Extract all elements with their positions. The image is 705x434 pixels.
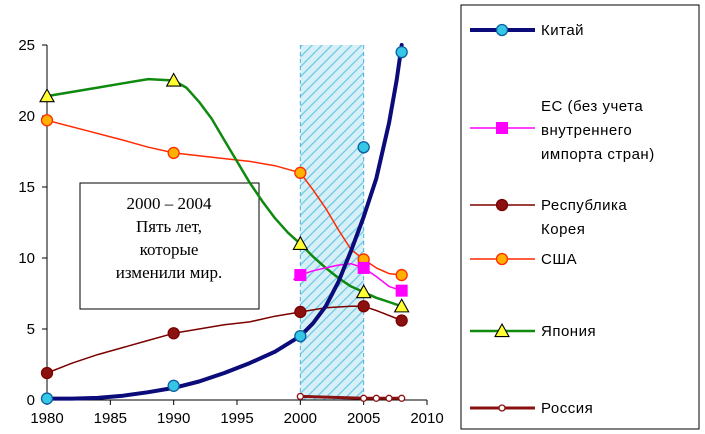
- annotation-text: Пять лет,: [136, 217, 202, 236]
- legend-label: Япония: [541, 323, 596, 340]
- data-point: [395, 284, 408, 297]
- y-tick-label: 25: [18, 37, 35, 54]
- y-tick-label: 5: [27, 321, 35, 338]
- x-tick-label: 1995: [220, 410, 253, 427]
- highlight-band: [300, 45, 364, 400]
- x-tick-label: 2000: [284, 410, 317, 427]
- annotation-text: 2000 – 2004: [127, 194, 213, 213]
- legend-label: Китай: [541, 22, 584, 39]
- data-point: [296, 392, 304, 401]
- x-tick-label: 1985: [94, 410, 127, 427]
- legend-label: Россия: [541, 400, 593, 417]
- series-line: [45, 77, 403, 308]
- data-point: [357, 261, 370, 274]
- data-point: [294, 166, 307, 179]
- legend-label: Республика: [541, 197, 627, 214]
- data-point: [357, 141, 370, 154]
- legend-label: США: [541, 251, 577, 268]
- data-point: [294, 269, 307, 282]
- data-point: [39, 87, 55, 103]
- legend-swatch-marker: [496, 122, 508, 134]
- legend-label: импорта стран): [541, 146, 655, 163]
- x-tick-label: 1990: [157, 410, 190, 427]
- data-point: [292, 235, 309, 250]
- x-tick-label: 2005: [347, 410, 380, 427]
- y-tick-label: 20: [18, 108, 35, 125]
- x-tick-label: 1980: [30, 410, 63, 427]
- data-point: [167, 146, 180, 160]
- data-point: [294, 329, 307, 343]
- data-point: [395, 45, 408, 59]
- data-point: [357, 300, 370, 313]
- x-tick-label: 2010: [410, 410, 443, 427]
- data-point: [355, 283, 372, 299]
- data-point: [385, 394, 393, 402]
- y-tick-label: 0: [27, 392, 35, 409]
- data-point: [372, 394, 380, 402]
- data-point: [167, 379, 180, 392]
- legend-label: ЕС (без учета: [541, 98, 643, 115]
- data-point: [294, 305, 307, 319]
- legend-box: [460, 4, 700, 430]
- data-point: [165, 72, 182, 87]
- data-point: [40, 392, 54, 405]
- legend-swatch-marker: [498, 404, 506, 412]
- legend-swatch-marker: [495, 198, 509, 212]
- data-point: [167, 327, 180, 340]
- legend-label: Корея: [541, 221, 585, 238]
- legend-label: внутреннего: [541, 122, 632, 139]
- data-point: [398, 394, 406, 402]
- series-line: [45, 43, 404, 401]
- data-point: [360, 394, 368, 402]
- annotation-text: которые: [140, 240, 199, 259]
- legend-swatch-marker: [494, 322, 510, 338]
- data-point: [395, 268, 408, 282]
- y-tick-label: 15: [18, 179, 35, 196]
- data-point: [395, 314, 408, 327]
- data-point: [393, 298, 410, 313]
- y-tick-label: 10: [18, 250, 35, 267]
- legend-swatch-marker: [495, 23, 509, 37]
- legend-swatch-marker: [495, 252, 509, 266]
- data-point: [40, 114, 54, 127]
- data-point: [40, 366, 54, 380]
- annotation-text: изменили мир.: [116, 263, 223, 282]
- series-line: [46, 305, 403, 374]
- annotation-box: [79, 182, 260, 310]
